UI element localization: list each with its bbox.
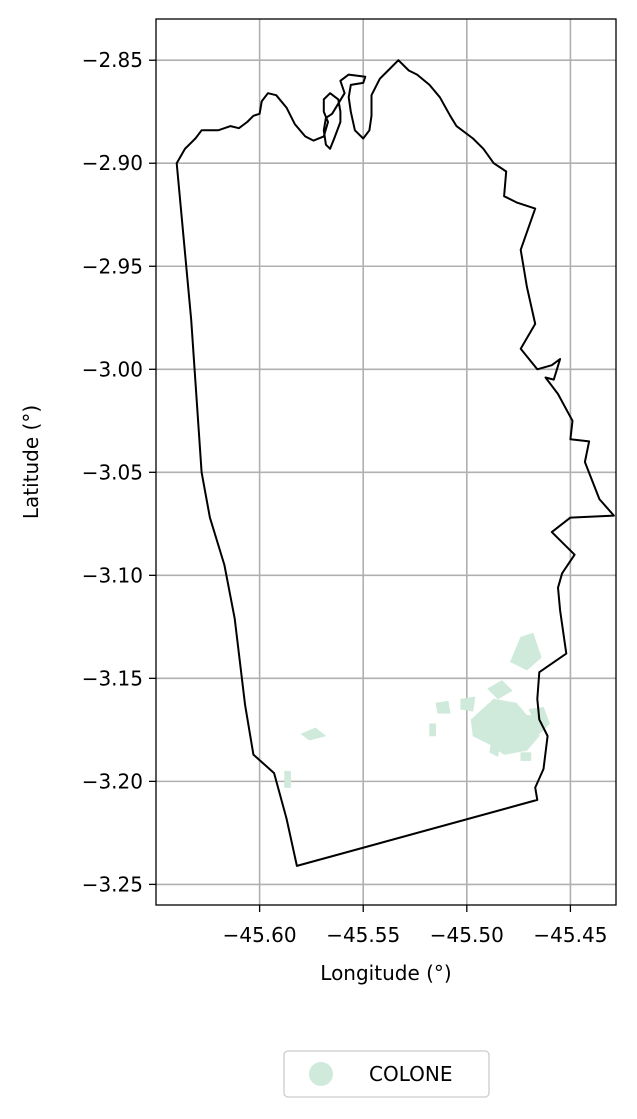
y-tick-label: −3.00 <box>82 357 143 381</box>
x-tick-label: −45.55 <box>326 923 400 947</box>
x-axis-title: Longitude (°) <box>320 961 451 985</box>
y-tick-label: −2.95 <box>82 254 143 278</box>
colone-area <box>520 752 532 762</box>
x-tick-label: −45.50 <box>430 923 504 947</box>
colone-area <box>460 696 476 712</box>
colone-area <box>284 770 291 788</box>
y-tick-label: −3.05 <box>82 460 143 484</box>
y-tick-label: −2.85 <box>82 48 143 72</box>
colone-area <box>489 739 501 757</box>
boundary-outline <box>175 59 615 867</box>
y-axis-title: Latitude (°) <box>19 405 43 519</box>
x-tick-label: −45.60 <box>223 923 297 947</box>
legend-swatch-colone <box>309 1062 333 1086</box>
colone-area <box>435 700 451 714</box>
legend-label-colone: COLONE <box>369 1062 452 1086</box>
y-tick-label: −3.15 <box>82 666 143 690</box>
x-tick-label: −45.45 <box>533 923 607 947</box>
colone-area <box>470 698 540 755</box>
colone-area <box>300 727 327 741</box>
y-tick-label: −3.25 <box>82 872 143 896</box>
legend: COLONE <box>283 1050 490 1098</box>
colone-area <box>487 680 513 700</box>
colone-areas <box>284 632 550 788</box>
plot-frame <box>155 18 617 906</box>
x-axis-ticks: −45.60 −45.55 −45.50 −45.45 <box>223 905 607 947</box>
colone-area <box>429 723 436 737</box>
y-axis-ticks: −2.85 −2.90 −2.95 −3.00 −3.05 −3.10 −3.15 −3.20… <box>82 48 156 896</box>
municipality-boundary <box>175 59 615 867</box>
y-tick-label: −3.20 <box>82 769 143 793</box>
y-tick-label: −2.90 <box>82 151 143 175</box>
y-tick-label: −3.10 <box>82 563 143 587</box>
legend-box <box>283 1050 490 1098</box>
colone-area <box>509 632 542 671</box>
